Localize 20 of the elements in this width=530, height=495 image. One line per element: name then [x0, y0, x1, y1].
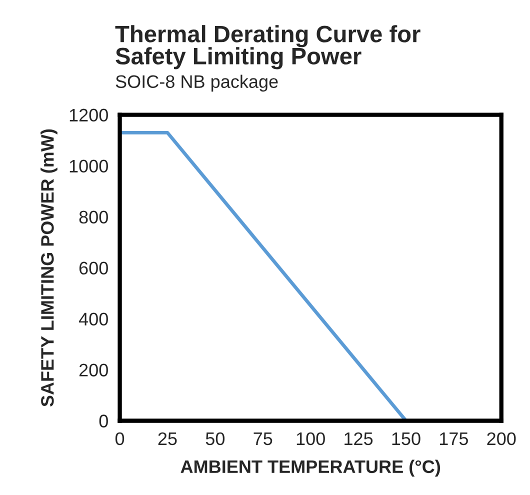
x-tick-label: 50 — [206, 432, 225, 446]
y-axis-title: SAFETY LIMITING POWER (mW) — [40, 129, 58, 407]
y-tick-label: 1000 — [70, 160, 108, 173]
y-tick-label: 600 — [79, 262, 108, 275]
x-tick-label: 0 — [115, 432, 124, 446]
x-tick-label: 125 — [344, 432, 373, 446]
x-tick-label: 25 — [158, 432, 177, 446]
chart-title: Thermal Derating Curve for Safety Limiting Power — [115, 25, 420, 70]
x-tick-label: 200 — [487, 432, 516, 446]
x-axis-title: AMBIENT TEMPERATURE (°C) — [180, 460, 440, 477]
y-tick-label: 800 — [79, 210, 108, 224]
chart-subtitle: SOIC-8 NB package — [116, 74, 278, 92]
y-tick-label: 400 — [78, 312, 108, 326]
y-tick-label: 1200 — [70, 108, 108, 122]
y-tick-label: 0 — [99, 414, 108, 428]
x-tick-label: 150 — [392, 432, 420, 446]
y-tick-label: 200 — [79, 364, 108, 376]
x-tick-label: 100 — [296, 432, 325, 446]
x-tick-label: 175 — [440, 432, 468, 446]
x-tick-label: 75 — [254, 432, 272, 446]
